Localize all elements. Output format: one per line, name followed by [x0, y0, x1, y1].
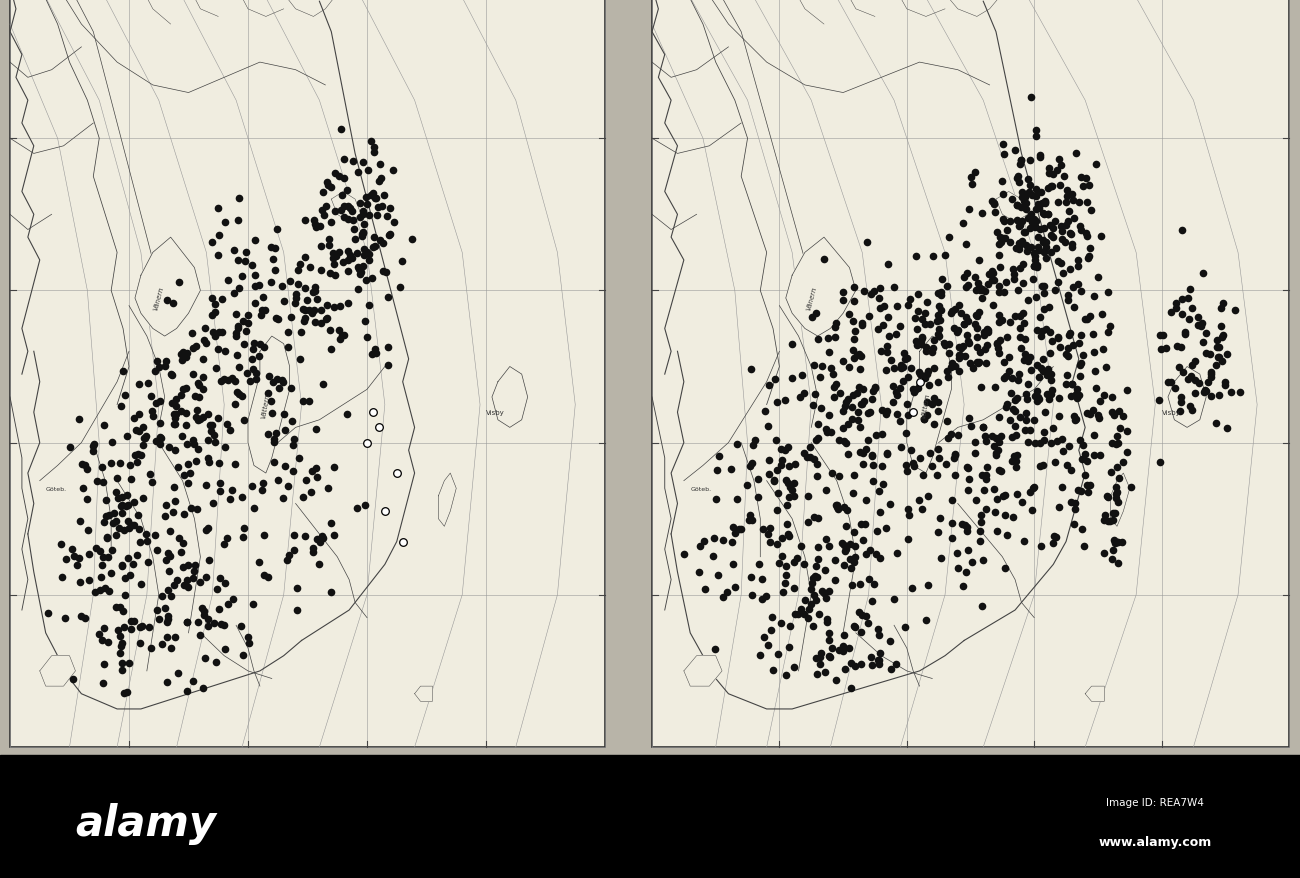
Text: Vänern: Vänern [805, 286, 818, 312]
Text: Vättern: Vättern [920, 392, 931, 418]
Polygon shape [785, 238, 855, 336]
Text: www.alamy.com: www.alamy.com [1098, 835, 1212, 847]
Text: Göteb.: Göteb. [46, 486, 66, 491]
Polygon shape [907, 336, 952, 473]
Polygon shape [438, 473, 456, 527]
Polygon shape [996, 192, 1028, 223]
Bar [10, 0, 604, 747]
Polygon shape [491, 367, 528, 428]
Bar [653, 0, 1290, 747]
Text: Visby: Visby [486, 410, 504, 415]
Text: Vättern: Vättern [261, 392, 270, 418]
Polygon shape [1110, 473, 1130, 527]
Text: Visby: Visby [1162, 410, 1180, 415]
Text: Göteb.: Göteb. [690, 486, 711, 491]
Text: Vänern: Vänern [152, 286, 165, 312]
Text: alamy: alamy [75, 802, 216, 844]
Bar [0, 755, 1300, 878]
Polygon shape [248, 336, 290, 473]
Polygon shape [1086, 687, 1104, 702]
Polygon shape [40, 656, 75, 687]
Text: Image ID: REA7W4: Image ID: REA7W4 [1106, 797, 1204, 807]
Polygon shape [332, 192, 361, 223]
Polygon shape [415, 687, 433, 702]
Polygon shape [1167, 367, 1206, 428]
Polygon shape [135, 238, 200, 336]
Polygon shape [684, 656, 722, 687]
